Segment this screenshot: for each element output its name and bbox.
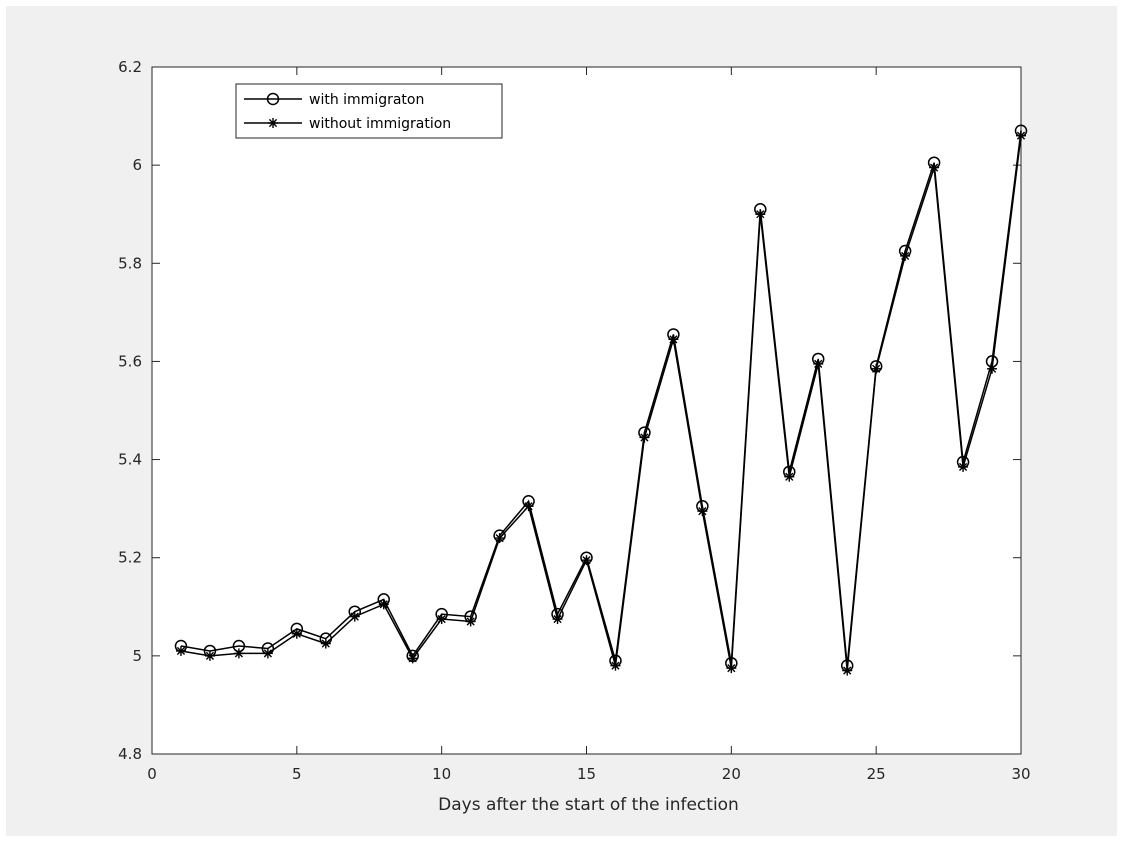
circle-marker	[869, 360, 883, 373]
circle-marker	[898, 244, 912, 258]
circle-marker	[725, 656, 738, 670]
y-tick-label: 5	[132, 647, 142, 665]
x-axis-title: Days after the start of the infection	[438, 795, 739, 815]
circle-marker	[319, 632, 333, 645]
x-tick-label: 10	[432, 765, 451, 783]
legend-box	[235, 83, 503, 139]
circle-marker	[493, 529, 506, 542]
x-tick-label: 15	[577, 765, 596, 783]
x-tick-label: 20	[722, 765, 741, 783]
x-tick-label: 30	[1011, 765, 1030, 783]
circle-marker	[464, 610, 477, 623]
circle-marker	[261, 642, 275, 655]
circle-marker	[522, 495, 535, 508]
legend-entry: with immigraton	[244, 92, 424, 108]
circle-marker	[696, 499, 709, 513]
y-tick-label: 6	[132, 156, 142, 174]
circle-marker	[266, 92, 280, 106]
circle-marker	[927, 156, 941, 169]
circle-marker	[667, 328, 680, 341]
circle-marker	[985, 355, 999, 368]
circle-marker	[232, 639, 246, 653]
plot-area	[151, 66, 1022, 755]
circle-marker	[348, 605, 362, 618]
y-tick-label: 5.4	[118, 451, 142, 469]
circle-marker	[406, 649, 419, 663]
x-tick-label: 25	[867, 765, 886, 783]
circle-marker	[580, 551, 593, 564]
circle-marker	[203, 644, 217, 658]
y-tick-label: 5.2	[118, 549, 142, 567]
legend: with immigraton without immigration	[235, 83, 503, 139]
circle-marker	[174, 639, 188, 653]
circle-marker	[290, 622, 304, 636]
circle-marker	[638, 426, 651, 439]
circle-marker	[783, 465, 796, 479]
circle-marker	[754, 203, 767, 216]
legend-label: with immigraton	[309, 92, 424, 108]
y-tick-label: 5.6	[118, 352, 142, 370]
y-tick-label: 4.8	[118, 745, 142, 763]
circle-marker	[1014, 124, 1028, 138]
circle-marker	[377, 593, 390, 606]
circle-marker	[840, 659, 854, 672]
legend-entry: without immigration	[244, 116, 451, 132]
circle-marker	[551, 607, 564, 621]
circle-marker	[956, 455, 970, 469]
circle-marker	[811, 352, 825, 366]
legend-label: without immigration	[309, 116, 451, 132]
x-tick-label: 5	[292, 765, 302, 783]
asterisk-marker	[268, 118, 278, 128]
circle-marker	[435, 607, 448, 621]
circle-marker	[609, 654, 622, 668]
x-tick-label: 0	[147, 765, 157, 783]
y-tick-label: 5.8	[118, 254, 142, 272]
y-tick-label: 6.2	[118, 58, 142, 76]
series-with-immigraton	[174, 124, 1028, 672]
